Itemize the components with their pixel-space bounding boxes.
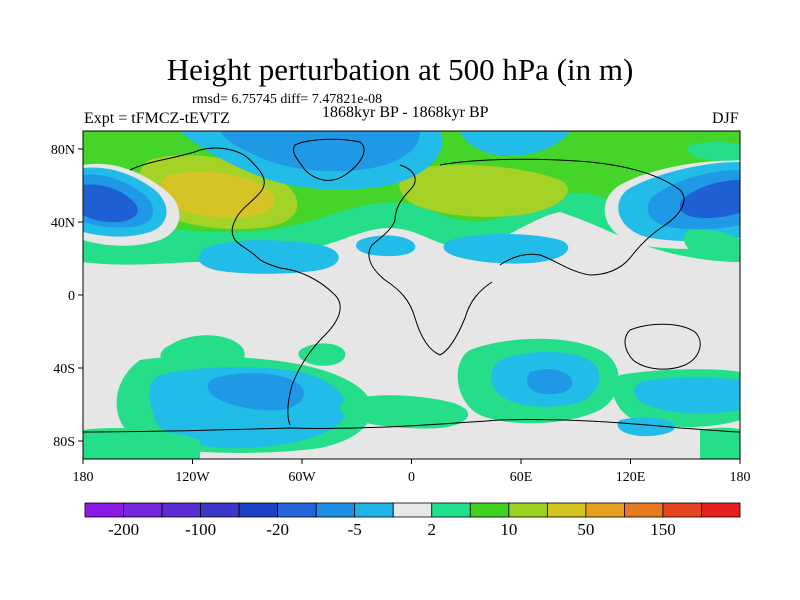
colorbar-swatch [431, 502, 471, 518]
colorbar-swatch [354, 502, 394, 518]
x-axis: 180 120W 60W 0 60E 120E 180 [73, 459, 751, 485]
colorbar-swatch [277, 502, 317, 518]
y-tick-label: 40S [53, 362, 75, 377]
colorbar-label: 2 [428, 520, 437, 539]
plot-title: Height perturbation at 500 hPa (in m) [166, 52, 634, 87]
season-label: DJF [712, 110, 739, 127]
indian-ocean-mid-blue [527, 369, 573, 395]
experiment-label: Expt = tFMCZ-tEVTZ [84, 110, 230, 127]
antarctica-coast [83, 418, 740, 433]
europe-africa-coast [368, 164, 493, 356]
colorbar-label: 10 [500, 520, 517, 539]
y-tick-label: 0 [68, 289, 75, 304]
asia-coast [439, 158, 685, 276]
arctic-mid-blue [220, 131, 420, 172]
atlantic-subtropical-blue [198, 240, 339, 274]
antarctic-east-green [700, 427, 740, 459]
eurasia-yellowgreen [399, 164, 568, 217]
colorbar-swatch [161, 502, 201, 518]
y-tick-label: 80S [53, 435, 75, 450]
south-america-green-patch [298, 343, 346, 366]
antarctic-blue-blob [617, 417, 676, 437]
colorbar-swatch [315, 502, 356, 518]
north-africa-blue [356, 235, 416, 257]
colorbar-swatch [508, 502, 548, 518]
colorbar-swatch [546, 502, 587, 518]
x-tick-label: 60W [288, 470, 316, 485]
australia-coast [624, 323, 701, 370]
pacific-east-dark-blue [679, 180, 740, 218]
y-tick-label: 40N [51, 216, 75, 231]
north-america-coast [129, 147, 281, 269]
pacific-east-north-green [687, 141, 740, 161]
antarctic-green-strip [83, 428, 200, 459]
colorbar-swatch [624, 502, 664, 518]
colorbar-swatch [84, 502, 124, 518]
period-label: 1868kyr BP - 1868kyr BP [322, 104, 489, 121]
greenland-coast [292, 138, 365, 181]
colorbar-label: -100 [185, 520, 216, 539]
colorbar-swatch [585, 502, 625, 518]
colorbar-label: -5 [348, 520, 362, 539]
southern-ocean-green [340, 395, 469, 429]
x-tick-label: 180 [730, 470, 751, 485]
colorbar: -200 -100 -20 -5 2 10 50 150 [84, 502, 741, 539]
pacific-west-dark-blue [83, 184, 138, 223]
colorbar-swatch [662, 502, 702, 518]
colorbar-swatch [392, 502, 433, 518]
colorbar-swatch [200, 502, 240, 518]
x-tick-label: 180 [73, 470, 94, 485]
south-atlantic-mid-blue [207, 373, 304, 411]
map-field [83, 131, 740, 459]
colorbar-swatch [701, 502, 741, 518]
colorbar-label: -20 [266, 520, 289, 539]
pacific-east-green-patch [684, 229, 740, 262]
y-axis: 80N 40N 0 40S 80S [51, 143, 83, 450]
colorbar-label: 150 [650, 520, 676, 539]
x-tick-label: 0 [408, 470, 415, 485]
stats-subtitle: rmsd= 6.75745 diff= 7.47821e-08 [192, 92, 383, 107]
south-america-coast [279, 267, 341, 426]
colorbar-swatch [123, 502, 163, 518]
colorbar-label: 50 [577, 520, 594, 539]
colorbar-label: -200 [108, 520, 139, 539]
x-tick-label: 120E [616, 470, 646, 485]
arctic-east-blue [460, 131, 570, 156]
southeast-pacific-blue [634, 377, 740, 414]
x-tick-label: 60E [510, 470, 533, 485]
x-tick-label: 120W [175, 470, 210, 485]
colorbar-swatch [469, 502, 510, 518]
colorbar-swatch [238, 502, 279, 518]
y-tick-label: 80N [51, 143, 75, 158]
coastlines [83, 138, 740, 433]
asia-subtropical-blue [443, 234, 569, 264]
